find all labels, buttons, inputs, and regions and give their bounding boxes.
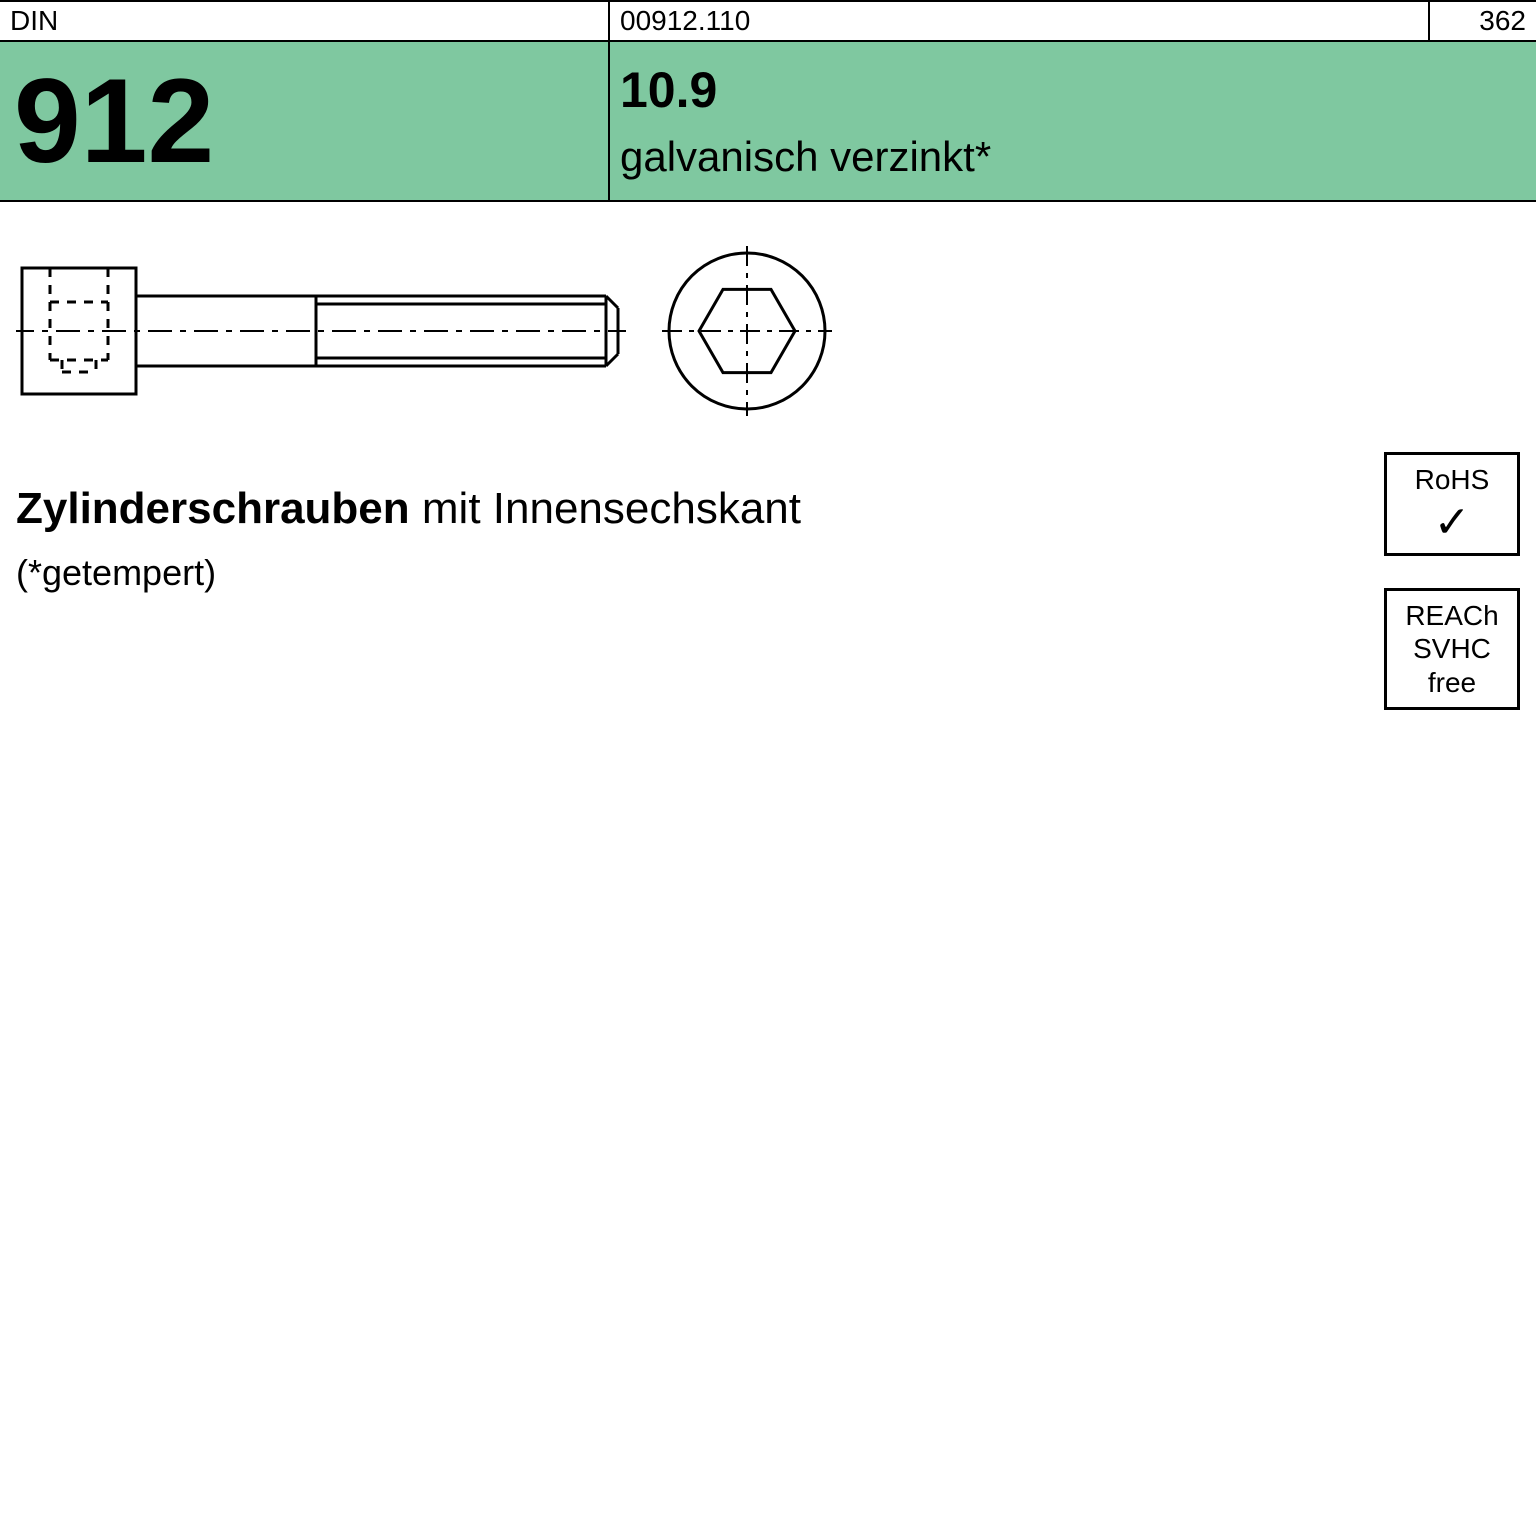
check-icon: ✓ <box>1434 501 1471 545</box>
product-title: Zylinderschrauben mit Innensechskant <box>16 484 1520 534</box>
standard-number: 912 <box>14 61 214 181</box>
compliance-badges: RoHS ✓ REACh SVHC free <box>1384 452 1520 710</box>
reach-line1: REACh <box>1405 599 1498 633</box>
reach-badge: REACh SVHC free <box>1384 588 1520 711</box>
header-page-ref: 362 <box>1430 2 1536 40</box>
spec-details-cell: 10.9 galvanisch verzinkt* <box>610 42 1536 200</box>
screw-side-view-icon <box>16 256 626 406</box>
product-subtitle: (*getempert) <box>16 552 1520 594</box>
rohs-label: RoHS <box>1415 463 1490 497</box>
reach-line2: SVHC <box>1413 632 1491 666</box>
product-title-rest: mit Innensechskant <box>410 484 801 533</box>
diagram-row <box>16 246 1520 416</box>
strength-grade: 10.9 <box>620 61 717 119</box>
header-standard-label: DIN <box>0 2 610 40</box>
rohs-badge: RoHS ✓ <box>1384 452 1520 556</box>
product-title-main: Zylinderschrauben <box>16 484 410 533</box>
reach-line3: free <box>1428 666 1476 700</box>
spec-banner: 912 10.9 galvanisch verzinkt* <box>0 42 1536 202</box>
surface-finish: galvanisch verzinkt* <box>620 133 991 181</box>
content-area: Zylinderschrauben mit Innensechskant (*g… <box>0 202 1536 594</box>
header-article-code: 00912.110 <box>610 2 1430 40</box>
screw-front-view-icon <box>662 246 832 416</box>
standard-number-cell: 912 <box>0 42 610 200</box>
header-row: DIN 00912.110 362 <box>0 0 1536 42</box>
product-datasheet-page: DIN 00912.110 362 912 10.9 galvanisch ve… <box>0 0 1536 1536</box>
